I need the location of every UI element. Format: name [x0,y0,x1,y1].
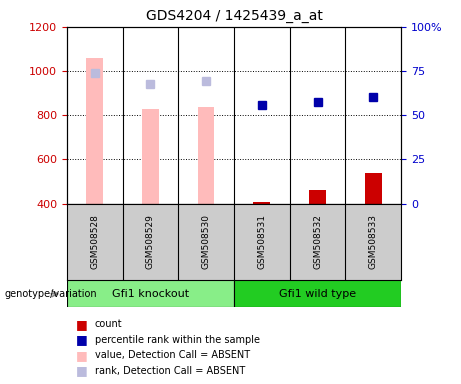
Text: GSM508528: GSM508528 [90,215,99,269]
Text: rank, Detection Call = ABSENT: rank, Detection Call = ABSENT [95,366,245,376]
Text: GSM508529: GSM508529 [146,215,155,269]
Bar [234,280,401,307]
Title: GDS4204 / 1425439_a_at: GDS4204 / 1425439_a_at [146,9,322,23]
Text: Gfi1 knockout: Gfi1 knockout [112,289,189,299]
Text: ■: ■ [76,333,88,346]
Text: GSM508530: GSM508530 [201,214,211,270]
Text: count: count [95,319,122,329]
Text: GSM508533: GSM508533 [369,214,378,270]
Bar [142,109,159,204]
Text: GSM508531: GSM508531 [257,214,266,270]
Text: value, Detection Call = ABSENT: value, Detection Call = ABSENT [95,350,249,360]
Text: ■: ■ [76,349,88,362]
Text: GSM508532: GSM508532 [313,215,322,269]
Bar [86,58,103,204]
Text: ■: ■ [76,364,88,377]
Bar [365,173,382,204]
Text: ■: ■ [76,318,88,331]
Text: genotype/variation: genotype/variation [5,289,97,299]
Bar [67,280,234,307]
Bar [309,190,326,204]
Text: Gfi1 wild type: Gfi1 wild type [279,289,356,299]
Text: percentile rank within the sample: percentile rank within the sample [95,335,260,345]
Bar [254,202,270,204]
Bar [198,108,214,204]
